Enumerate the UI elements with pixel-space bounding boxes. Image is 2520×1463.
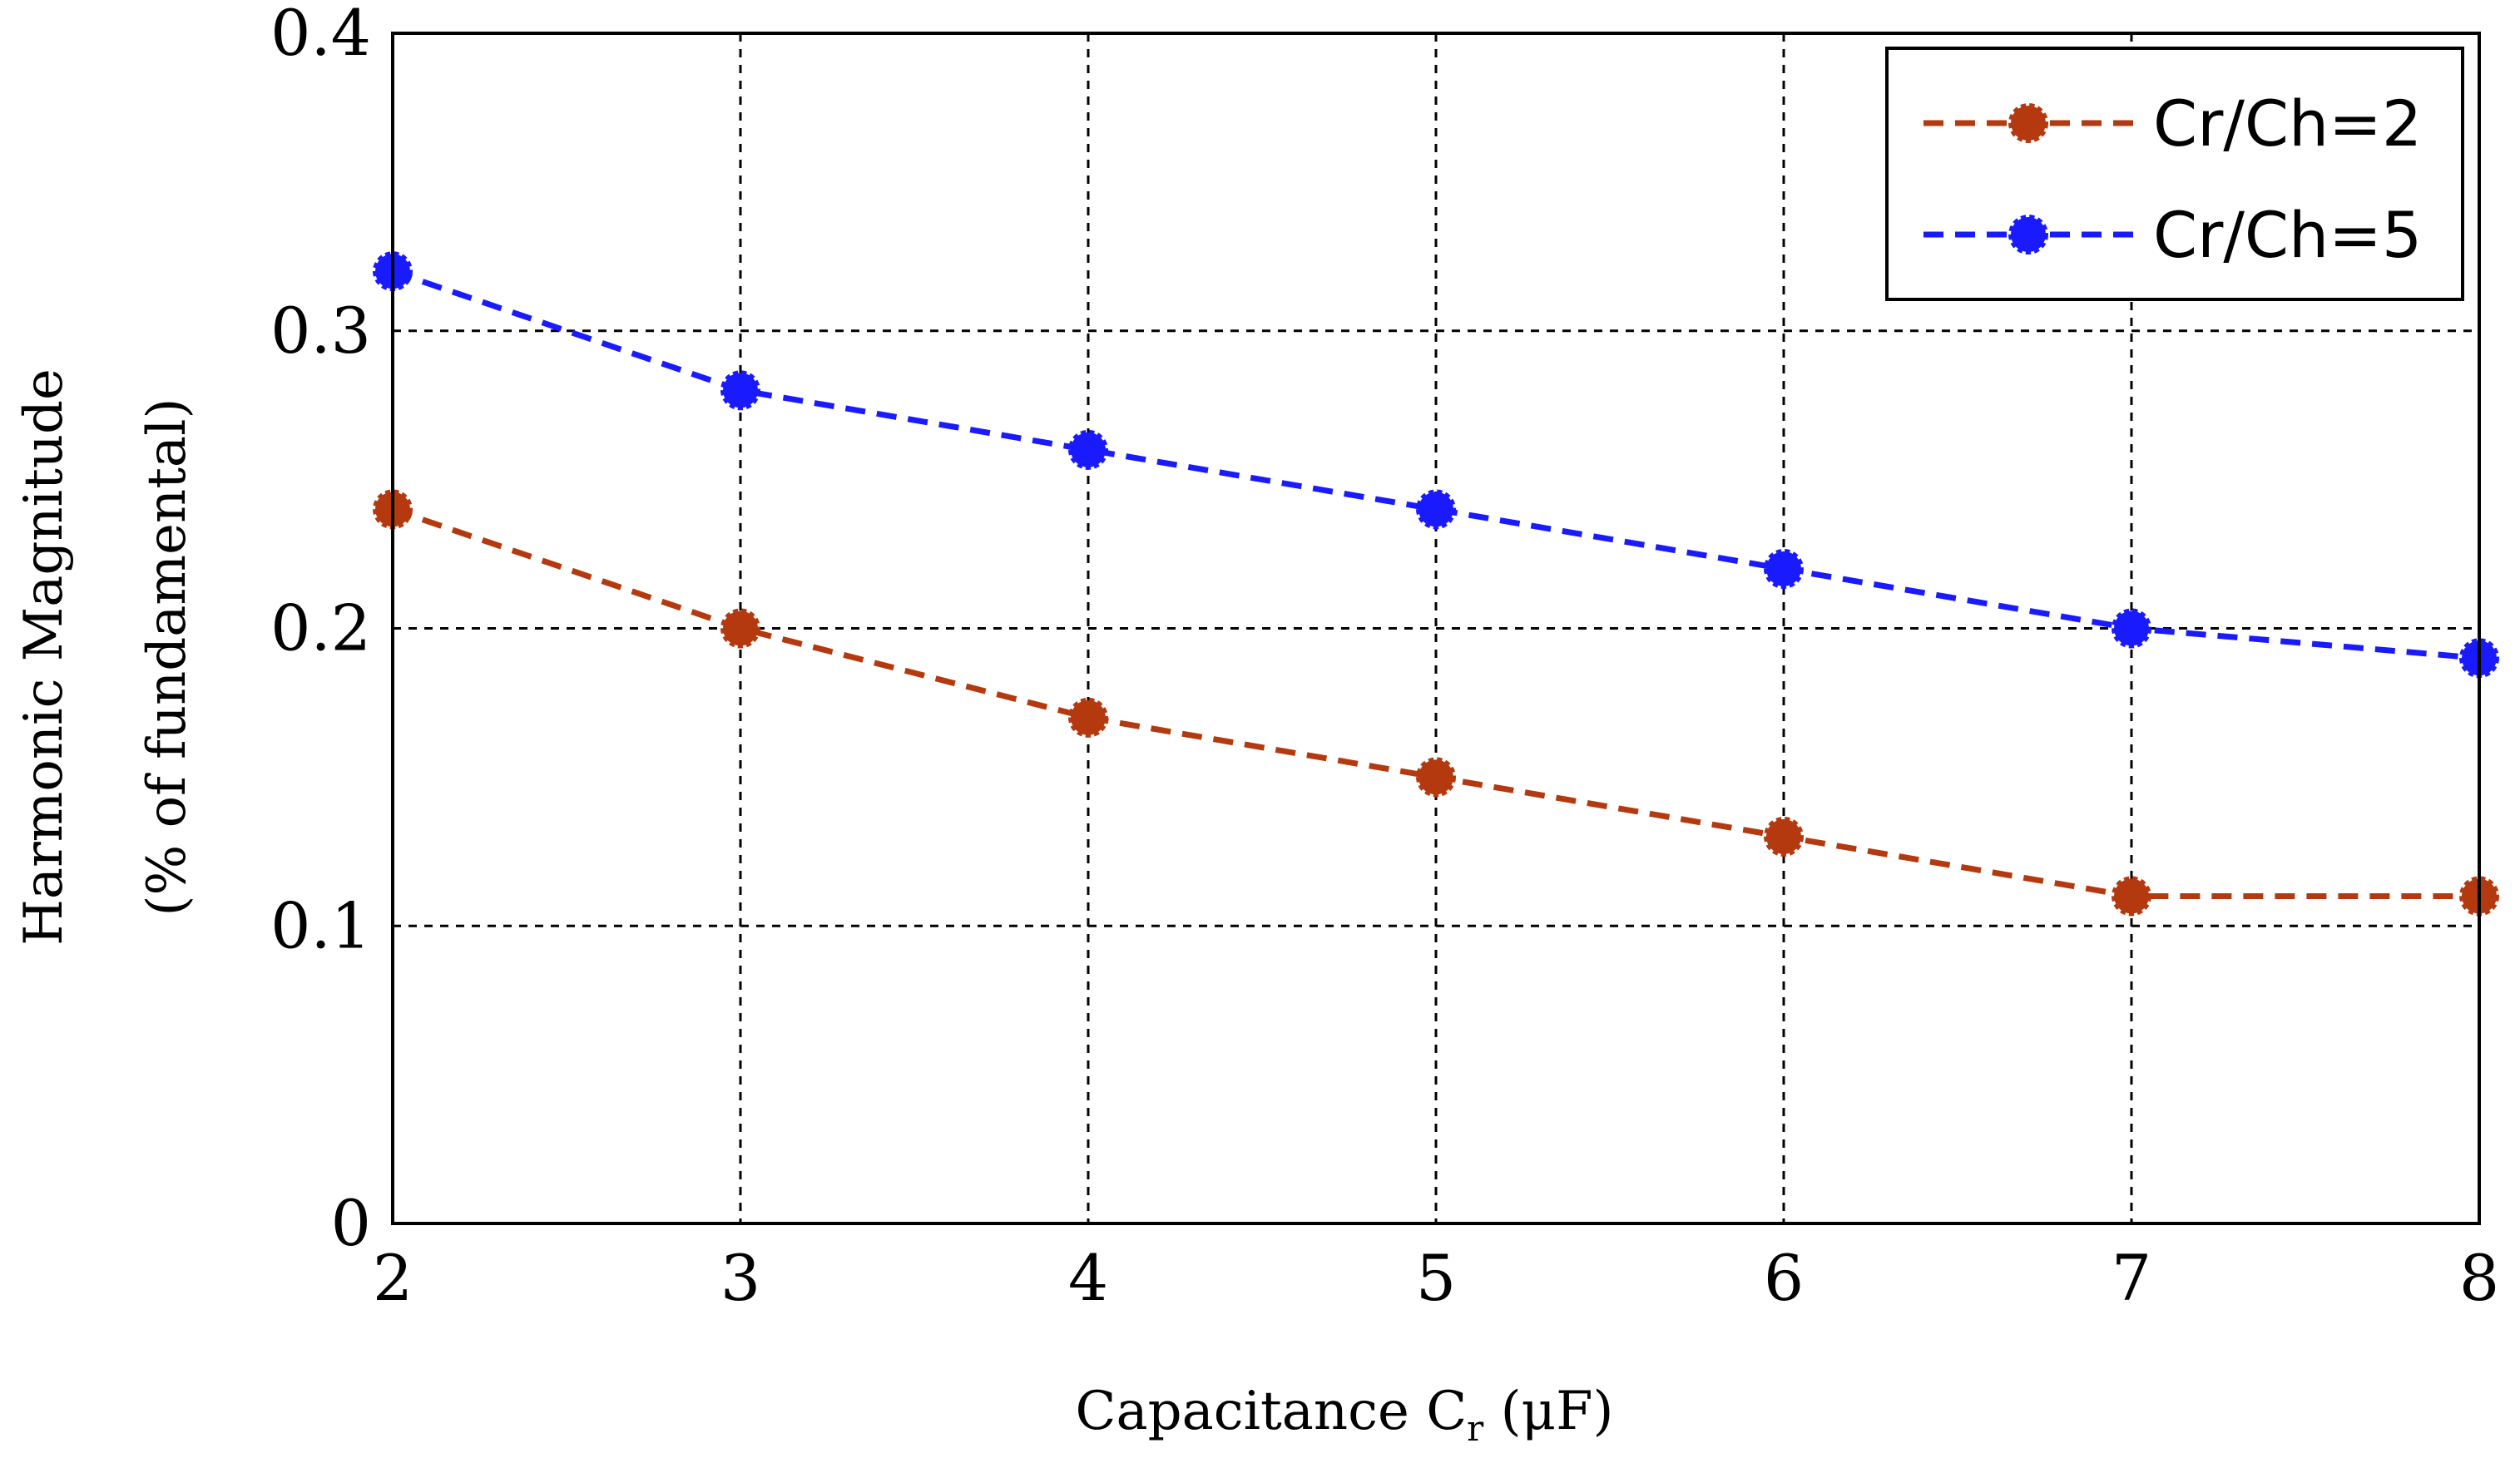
data-point: [1416, 757, 1456, 798]
y-tick-label: 0.2: [270, 591, 371, 665]
series-group: [373, 251, 2499, 917]
y-tick-label: 0: [331, 1186, 371, 1260]
legend-item: Cr/Ch=2: [1923, 86, 2422, 161]
legend: Cr/Ch=2 Cr/Ch=5: [1885, 47, 2464, 301]
data-point: [720, 608, 760, 649]
legend-label: Cr/Ch=5: [2153, 198, 2422, 272]
legend-marker: [2008, 103, 2048, 143]
data-point: [1764, 816, 1804, 857]
legend-label: Cr/Ch=2: [2153, 86, 2422, 161]
series-1: [373, 489, 2499, 917]
x-axis-title-unit: (μF): [1483, 1381, 1613, 1442]
tick-labels: 2 3 4 5 6 7 8 0 0.1 0.2 0.3 0.4: [270, 0, 2499, 1315]
data-point: [2112, 608, 2151, 649]
plot-frame: [391, 32, 2481, 1225]
x-tick-label: 7: [2112, 1241, 2151, 1315]
data-point: [720, 370, 760, 411]
y-axis-title-line1: Harmonic Magnitude: [13, 368, 75, 946]
data-point: [1068, 429, 1108, 470]
x-axis-title-subscript: r: [1467, 1408, 1484, 1449]
x-tick-label: 2: [373, 1241, 413, 1315]
x-tick-label: 5: [1416, 1241, 1456, 1315]
data-point: [1764, 548, 1804, 589]
data-point: [2112, 876, 2151, 917]
data-point: [1416, 489, 1456, 530]
x-tick-label: 3: [720, 1241, 760, 1315]
x-axis-title: Capacitance Cr (μF): [1075, 1381, 1613, 1449]
y-tick-label: 0.4: [270, 0, 371, 70]
legend-box: [1885, 47, 2464, 301]
legend-item: Cr/Ch=5: [1923, 198, 2422, 272]
x-tick-label: 8: [2459, 1241, 2499, 1315]
legend-marker: [2008, 215, 2048, 255]
y-axis-title-line2: (% of fundamental): [136, 398, 198, 916]
y-tick-label: 0.3: [270, 294, 371, 368]
y-tick-label: 0.1: [270, 888, 371, 962]
x-tick-label: 4: [1068, 1241, 1108, 1315]
x-axis-title-main: Capacitance C: [1075, 1381, 1467, 1442]
x-tick-label: 6: [1764, 1241, 1804, 1315]
data-point: [1068, 697, 1108, 738]
